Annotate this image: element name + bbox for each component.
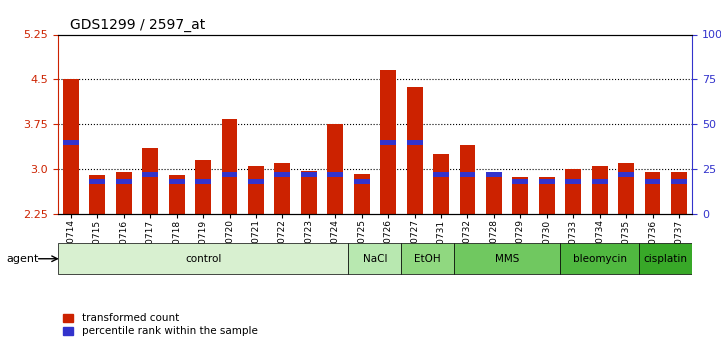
- Text: MMS: MMS: [495, 254, 519, 264]
- Bar: [63, 79, 79, 214]
- Bar: [539, 177, 554, 214]
- Bar: [116, 179, 132, 184]
- Bar: [433, 172, 449, 177]
- Bar: [618, 172, 634, 177]
- Bar: [248, 166, 264, 214]
- Bar: [354, 179, 370, 184]
- Bar: [301, 172, 317, 177]
- Bar: [327, 124, 343, 214]
- Bar: [565, 179, 581, 184]
- Bar: [275, 172, 291, 177]
- Bar: [671, 172, 687, 214]
- Text: bleomycin: bleomycin: [572, 254, 627, 264]
- FancyBboxPatch shape: [348, 243, 402, 274]
- Bar: [169, 175, 185, 214]
- Text: EtOH: EtOH: [415, 254, 441, 264]
- Bar: [592, 179, 608, 184]
- Legend: transformed count, percentile rank within the sample: transformed count, percentile rank withi…: [63, 313, 257, 336]
- Bar: [63, 140, 79, 145]
- Bar: [221, 172, 237, 177]
- Bar: [89, 179, 105, 184]
- FancyBboxPatch shape: [402, 243, 454, 274]
- Text: control: control: [185, 254, 221, 264]
- Bar: [221, 119, 237, 214]
- Bar: [565, 169, 581, 214]
- Bar: [539, 179, 554, 184]
- Bar: [592, 166, 608, 214]
- Bar: [142, 172, 158, 177]
- Bar: [513, 177, 528, 214]
- Bar: [327, 172, 343, 177]
- Text: agent: agent: [6, 254, 39, 264]
- Bar: [354, 174, 370, 214]
- Bar: [142, 148, 158, 214]
- Text: GDS1299 / 2597_at: GDS1299 / 2597_at: [71, 18, 205, 32]
- Text: cisplatin: cisplatin: [644, 254, 688, 264]
- Bar: [407, 87, 423, 214]
- Bar: [645, 172, 660, 214]
- Bar: [301, 171, 317, 214]
- Text: NaCl: NaCl: [363, 254, 387, 264]
- Bar: [618, 163, 634, 214]
- FancyBboxPatch shape: [454, 243, 560, 274]
- Bar: [380, 70, 396, 214]
- FancyBboxPatch shape: [58, 243, 348, 274]
- Bar: [671, 179, 687, 184]
- Bar: [89, 175, 105, 214]
- Bar: [195, 160, 211, 214]
- Bar: [486, 172, 502, 177]
- Bar: [407, 140, 423, 145]
- Bar: [486, 177, 502, 214]
- Bar: [380, 140, 396, 145]
- Bar: [116, 172, 132, 214]
- Bar: [459, 172, 475, 177]
- Bar: [275, 163, 291, 214]
- FancyBboxPatch shape: [640, 243, 692, 274]
- Bar: [645, 179, 660, 184]
- Bar: [433, 154, 449, 214]
- Bar: [459, 145, 475, 214]
- Bar: [513, 179, 528, 184]
- Bar: [195, 179, 211, 184]
- Bar: [169, 179, 185, 184]
- Bar: [248, 179, 264, 184]
- FancyBboxPatch shape: [560, 243, 640, 274]
